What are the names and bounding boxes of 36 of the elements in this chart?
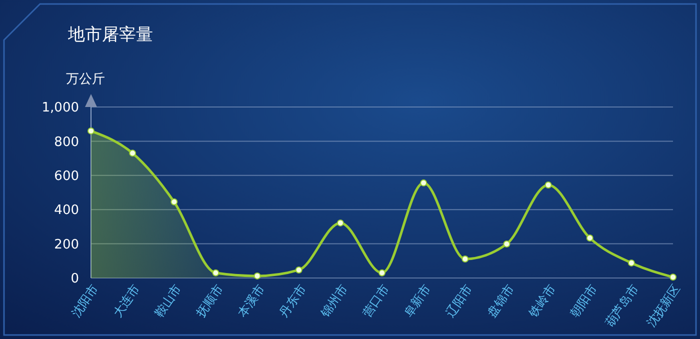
point xyxy=(628,259,635,266)
point xyxy=(254,272,261,280)
point xyxy=(336,219,344,226)
x-tick-label: 阜新市 xyxy=(401,282,434,320)
x-tick-label: 沈抚新区 xyxy=(644,282,683,330)
y-tick-label: 400 xyxy=(54,203,79,218)
y-tick-label: 600 xyxy=(54,168,79,184)
point xyxy=(212,269,220,276)
point xyxy=(170,198,178,206)
y-axis-title: 万公斤 xyxy=(66,72,105,87)
point xyxy=(295,266,302,274)
x-tick-label: 铁岭市 xyxy=(525,282,558,320)
y-tick-label: 200 xyxy=(54,237,79,252)
x-tick-label: 大连市 xyxy=(110,282,142,320)
x-tick-label: 鞍山市 xyxy=(152,282,184,320)
point xyxy=(378,269,386,276)
x-tick-label: 朝阳市 xyxy=(568,282,600,320)
x-tick-label: 葫芦岛市 xyxy=(602,282,642,330)
point xyxy=(586,234,594,242)
point xyxy=(503,240,510,248)
point xyxy=(670,274,676,281)
y-tick-label: 800 xyxy=(54,134,79,150)
point xyxy=(420,179,428,186)
y-tick-label: 1,000 xyxy=(42,100,79,116)
x-tick-label: 锦州市 xyxy=(318,282,350,320)
point xyxy=(88,127,94,134)
x-tick-label: 抚顺市 xyxy=(192,282,226,320)
point xyxy=(544,181,552,188)
x-tick-label: 盘锦市 xyxy=(484,282,517,320)
point xyxy=(462,256,469,263)
chart-title: 地市屠宰量 xyxy=(67,25,153,45)
x-tick-label: 辽阳市 xyxy=(442,282,476,320)
x-tick-label: 本溪市 xyxy=(235,282,268,320)
x-tick-label: 营口市 xyxy=(360,282,392,320)
point xyxy=(129,150,136,157)
x-tick-label: 丹东市 xyxy=(276,282,309,320)
